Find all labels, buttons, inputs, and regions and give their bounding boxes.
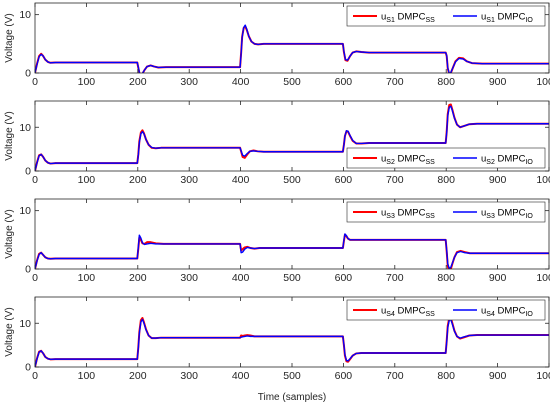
y-tick-label: 0 (25, 68, 31, 80)
x-tick-label: 800 (437, 76, 455, 88)
x-tick-label: 300 (180, 174, 198, 186)
x-tick-label: 1000 (536, 272, 550, 284)
x-tick-label: 700 (386, 370, 404, 382)
series-group (35, 24, 549, 73)
x-tick-label: 1000 (536, 174, 550, 186)
series-line-s2-io (35, 105, 549, 171)
x-tick-label: 200 (129, 370, 147, 382)
legend: uS3 DMPCSS uS3 DMPCIO (346, 201, 546, 223)
x-tick-label: 300 (180, 370, 198, 382)
series-line-s3-io (35, 233, 549, 269)
y-axis-label: Voltage (V) (4, 13, 15, 62)
x-tick-label: 500 (283, 174, 301, 186)
x-axis-label: Time (samples) (258, 392, 327, 403)
x-tick-label: 900 (489, 370, 507, 382)
legend-label: uS2 DMPCIO (481, 154, 533, 167)
x-tick-label: 300 (180, 272, 198, 284)
series-line-s1-io (35, 24, 549, 73)
y-axis-label: Voltage (V) (4, 307, 15, 356)
y-tick-label: 10 (19, 318, 31, 330)
x-tick-label: 800 (437, 272, 455, 284)
x-tick-label: 400 (232, 370, 250, 382)
y-tick-label: 0 (25, 362, 31, 374)
x-tick-label: 1000 (536, 76, 550, 88)
legend-box (346, 147, 546, 169)
x-tick-label: 100 (78, 174, 96, 186)
subplot-3: 0 100 200 300 400 500 600 700 800 900 1000 0 10 Volta… (4, 198, 550, 284)
y-tick-label: 10 (19, 205, 31, 217)
x-tick-label: 400 (232, 174, 250, 186)
x-tick-label: 900 (489, 272, 507, 284)
x-tick-label: 400 (232, 76, 250, 88)
x-tick-label: 800 (437, 370, 455, 382)
y-tick-label: 0 (25, 166, 31, 178)
x-tick-label: 500 (283, 272, 301, 284)
x-tick-label: 900 (489, 76, 507, 88)
x-tick-label: 600 (335, 76, 353, 88)
legend: uS4 DMPCSS uS4 DMPCIO (346, 299, 546, 321)
x-tick-label: 0 (32, 272, 38, 284)
x-tick-label: 200 (129, 272, 147, 284)
legend-label: uS1 DMPCSS (381, 12, 435, 25)
x-tick-label: 0 (32, 370, 38, 382)
y-tick-label: 0 (25, 264, 31, 276)
subplot-2: 0 100 200 300 400 500 600 700 800 900 1000 0 10 Volta… (4, 100, 550, 186)
x-tick-label: 600 (335, 272, 353, 284)
x-tick-label: 0 (32, 174, 38, 186)
y-axis-label: Voltage (V) (4, 111, 15, 160)
legend: uS1 DMPCSS uS1 DMPCIO (346, 5, 546, 27)
x-tick-label: 0 (32, 76, 38, 88)
x-tick-label: 700 (386, 272, 404, 284)
x-tick-label: 200 (129, 174, 147, 186)
y-axis-label: Voltage (V) (4, 209, 15, 258)
x-tick-label: 500 (283, 370, 301, 382)
legend-box (346, 201, 546, 223)
legend-label: uS3 DMPCSS (381, 208, 435, 221)
x-tick-label: 600 (335, 174, 353, 186)
legend: uS2 DMPCSS uS2 DMPCIO (346, 147, 546, 169)
x-tick-label: 400 (232, 272, 250, 284)
x-tick-label: 900 (489, 174, 507, 186)
x-tick-label: 700 (386, 76, 404, 88)
x-tick-label: 100 (78, 272, 96, 284)
x-tick-label: 700 (386, 174, 404, 186)
legend-label: uS1 DMPCIO (481, 12, 533, 25)
subplot-4: 0 100 200 300 400 500 600 700 800 900 1000 0 10 Volta… (4, 296, 550, 403)
legend-label: uS4 DMPCSS (381, 306, 435, 319)
x-tick-label: 800 (437, 174, 455, 186)
x-tick-label: 600 (335, 370, 353, 382)
y-tick-label: 10 (19, 9, 31, 21)
series-group (35, 103, 549, 171)
x-tick-label: 300 (180, 76, 198, 88)
legend-label: uS2 DMPCSS (381, 154, 435, 167)
legend-label: uS4 DMPCIO (481, 306, 533, 319)
y-tick-label: 10 (19, 122, 31, 134)
legend-box (346, 299, 546, 321)
x-tick-label: 100 (78, 370, 96, 382)
x-tick-label: 200 (129, 76, 147, 88)
x-tick-label: 100 (78, 76, 96, 88)
subplot-1: 0 100 200 300 400 500 600 700 800 900 1000 0 10 Volta… (4, 2, 550, 88)
x-tick-label: 1000 (536, 370, 550, 382)
legend-box (346, 5, 546, 27)
x-tick-label: 500 (283, 76, 301, 88)
series-group (35, 233, 549, 269)
legend-label: uS3 DMPCIO (481, 208, 533, 221)
